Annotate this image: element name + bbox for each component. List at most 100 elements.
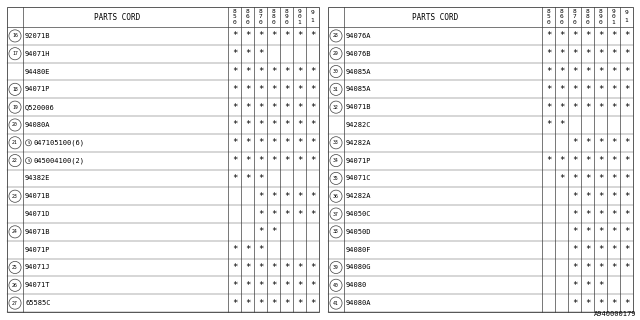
Text: *: * [297,67,302,76]
Text: 92071B: 92071B [25,33,51,39]
Text: *: * [284,120,289,130]
Text: *: * [258,210,263,219]
Text: *: * [284,192,289,201]
Text: *: * [271,67,276,76]
Text: 94071B: 94071B [25,229,51,235]
Text: 94071H: 94071H [25,51,51,57]
Text: *: * [284,210,289,219]
Text: *: * [598,103,603,112]
Text: *: * [585,192,590,201]
Text: *: * [310,156,315,165]
Text: 5: 5 [547,14,550,20]
Text: 8: 8 [232,9,236,14]
Text: *: * [232,245,237,254]
Text: *: * [546,103,551,112]
Text: 8: 8 [586,9,589,14]
Text: 8: 8 [547,9,550,14]
Text: *: * [624,245,629,254]
Text: 38: 38 [333,229,339,234]
Text: *: * [271,281,276,290]
Text: *: * [245,103,250,112]
Text: 65585C: 65585C [25,300,51,306]
Text: *: * [611,299,616,308]
Text: 1: 1 [298,20,301,25]
Text: *: * [546,31,551,40]
Text: *: * [585,156,590,165]
Text: 34: 34 [333,158,339,163]
Text: *: * [624,192,629,201]
Text: *: * [624,227,629,236]
Text: *: * [624,299,629,308]
Text: 94480E: 94480E [25,68,51,75]
Text: *: * [310,67,315,76]
Text: *: * [245,67,250,76]
Text: *: * [624,138,629,147]
Text: S: S [28,159,29,163]
Text: 94071P: 94071P [25,247,51,253]
Text: *: * [245,299,250,308]
Text: *: * [598,138,603,147]
Text: 94071P: 94071P [346,157,371,164]
Text: 0: 0 [573,20,577,25]
Text: *: * [572,210,577,219]
Text: 0: 0 [586,20,589,25]
Text: *: * [598,210,603,219]
Text: 0: 0 [598,20,602,25]
Text: *: * [232,67,237,76]
Text: 94282A: 94282A [346,140,371,146]
Text: 41: 41 [333,300,339,306]
Text: 18: 18 [12,87,18,92]
Text: *: * [232,174,237,183]
Text: *: * [585,67,590,76]
Text: *: * [559,85,564,94]
Text: *: * [572,299,577,308]
Text: *: * [297,138,302,147]
Text: 9: 9 [612,9,616,14]
Text: *: * [297,299,302,308]
Text: *: * [271,210,276,219]
Text: *: * [585,227,590,236]
Text: *: * [624,103,629,112]
Text: *: * [297,156,302,165]
Text: 0: 0 [298,14,301,20]
Text: 94282A: 94282A [346,193,371,199]
Text: 94071J: 94071J [25,264,51,270]
Text: *: * [585,281,590,290]
Bar [7,7,319,312]
Text: *: * [572,103,577,112]
Text: *: * [297,192,302,201]
Text: *: * [624,156,629,165]
Text: *: * [546,156,551,165]
Text: *: * [284,263,289,272]
Text: *: * [598,67,603,76]
Text: 0: 0 [547,20,550,25]
Text: *: * [284,138,289,147]
Text: 0: 0 [259,20,262,25]
Text: *: * [258,103,263,112]
Text: *: * [258,263,263,272]
Text: *: * [297,103,302,112]
Text: *: * [611,67,616,76]
Text: *: * [546,120,551,130]
Text: 17: 17 [12,51,18,56]
Text: *: * [245,263,250,272]
Text: *: * [284,281,289,290]
Text: *: * [624,263,629,272]
Text: *: * [232,281,237,290]
Text: 8: 8 [559,9,563,14]
Text: 94071B: 94071B [346,104,371,110]
Text: *: * [297,85,302,94]
Text: *: * [258,138,263,147]
Text: *: * [598,299,603,308]
Text: 7: 7 [259,14,262,20]
Text: *: * [598,31,603,40]
Text: 6: 6 [559,14,563,20]
Text: *: * [232,31,237,40]
Text: 1: 1 [612,20,616,25]
Text: *: * [258,174,263,183]
Text: 94080A: 94080A [346,300,371,306]
Text: *: * [284,31,289,40]
Text: 16: 16 [12,33,18,38]
Text: 8: 8 [271,9,275,14]
Text: *: * [284,85,289,94]
